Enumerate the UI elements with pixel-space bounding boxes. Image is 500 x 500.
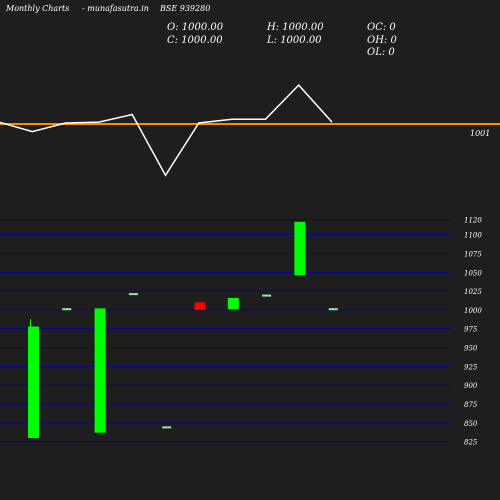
y-tick-label: 950 (464, 345, 478, 353)
candle-body (62, 308, 72, 311)
y-tick-label: 975 (464, 326, 478, 334)
reference-value-label: 1001 (470, 129, 490, 138)
y-tick-label: 1000 (464, 307, 482, 315)
grid-lines (0, 219, 450, 443)
y-tick-label: 850 (464, 420, 478, 428)
y-tick-label: 1100 (464, 232, 482, 240)
y-tick-label: 1120 (464, 217, 482, 225)
y-tick-label: 825 (464, 439, 478, 447)
site-title-left: Monthly Charts (5, 4, 69, 13)
candle-body (94, 308, 106, 433)
site-title-right: - munafasutra.in (82, 4, 149, 13)
price-line (0, 84, 333, 177)
y-tick-label: 1075 (464, 250, 482, 258)
y-tick-label: 1050 (464, 269, 482, 277)
ol-value: OL: 0 (367, 47, 395, 58)
close-value: C: 1000.00 (167, 35, 223, 46)
candlesticks (28, 221, 338, 438)
symbol-label: BSE 939280 (159, 4, 210, 13)
candle-body (162, 426, 172, 429)
candle-body (328, 308, 338, 311)
low-value: L: 1000.00 (266, 35, 322, 46)
y-tick-label: 925 (464, 363, 478, 371)
oc-value: OC: 0 (367, 22, 396, 33)
high-value: H: 1000.00 (266, 22, 324, 33)
top-line-panel: 1001 (0, 84, 500, 177)
y-tick-label: 1025 (464, 288, 482, 296)
y-tick-label: 900 (464, 382, 478, 390)
oh-value: OH: 0 (367, 35, 397, 46)
candle-body (294, 221, 306, 276)
candle-body (194, 302, 206, 310)
candle-body (262, 294, 272, 297)
y-axis-ticks: 825 850 875 900 925 950 975 1000 1025 1050 1075 110… (464, 217, 482, 447)
candle-body (128, 293, 138, 296)
open-value: O: 1000.00 (167, 22, 224, 33)
candle-body (227, 297, 239, 310)
y-tick-label: 875 (464, 401, 478, 409)
candle-body (28, 326, 39, 438)
